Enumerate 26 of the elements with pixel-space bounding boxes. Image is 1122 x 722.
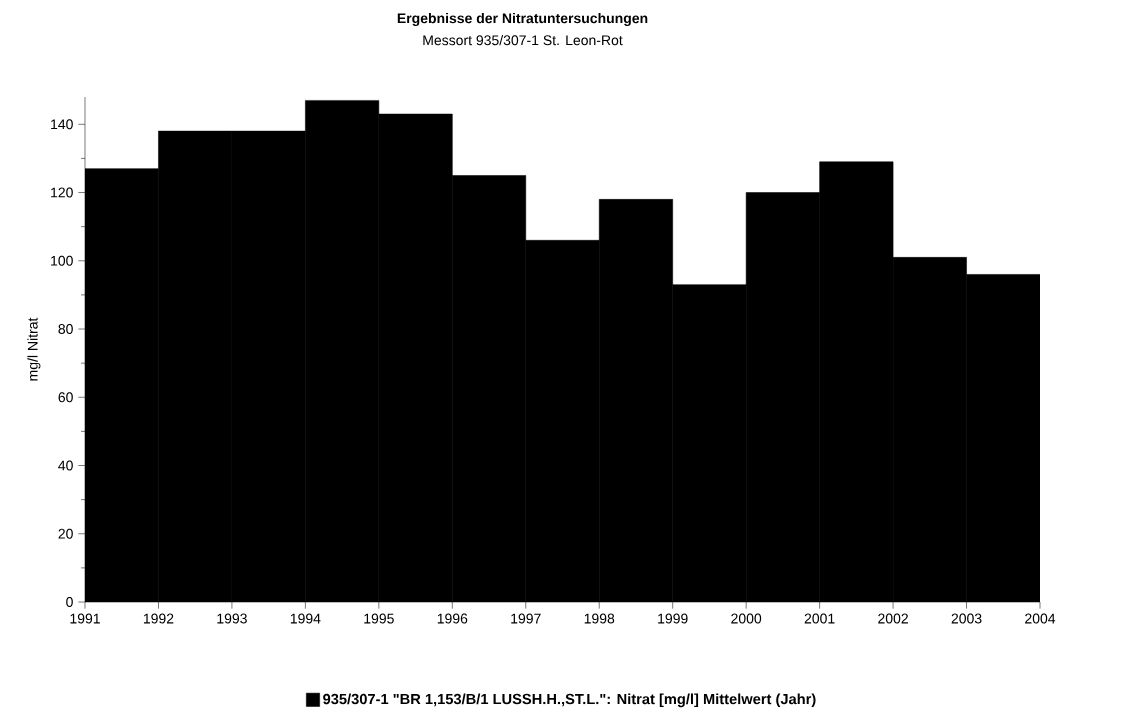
y-tick-label: 0 [66, 597, 73, 607]
x-tick-label: 2000 [731, 613, 762, 624]
x-tick-label: 1992 [143, 613, 174, 624]
x-tick-label: 2002 [878, 613, 908, 624]
y-axis-title: mg/l Nitrat [27, 317, 41, 381]
y-tick-label: 40 [58, 460, 73, 471]
x-tick-label: 1994 [290, 613, 321, 624]
x-tick-label: 1995 [364, 613, 394, 624]
y-tick-label: 140 [51, 119, 73, 130]
x-tick-label: 1999 [658, 613, 688, 624]
x-tick-label: 2004 [1025, 613, 1056, 624]
y-tick-label: 100 [51, 255, 73, 266]
x-tick-label: 1998 [584, 613, 615, 624]
x-tick-label: 1993 [217, 613, 247, 624]
chart-title: Ergebnisse der Nitratuntersuchungen [397, 12, 648, 27]
x-tick-label: 2001 [804, 613, 835, 624]
y-tick-label: 80 [58, 324, 73, 334]
x-tick-label: 1997 [511, 613, 541, 624]
x-tick-label: 2003 [951, 613, 982, 624]
x-tick-label: 1991 [70, 613, 100, 624]
y-tick-label: 120 [51, 187, 73, 198]
chart-subtitle: Messort 935/307-1 St. Leon-Rot [423, 34, 623, 46]
y-tick-label: 20 [58, 528, 73, 539]
y-tick-label: 60 [58, 392, 73, 403]
legend-label: 935/307-1 "BR 1,153/B/1 LUSSH.H.,ST.L.": Nitrat [mg/l] Mittelwert (Jahr) [323, 693, 816, 708]
x-tick-label: 1996 [437, 613, 468, 624]
